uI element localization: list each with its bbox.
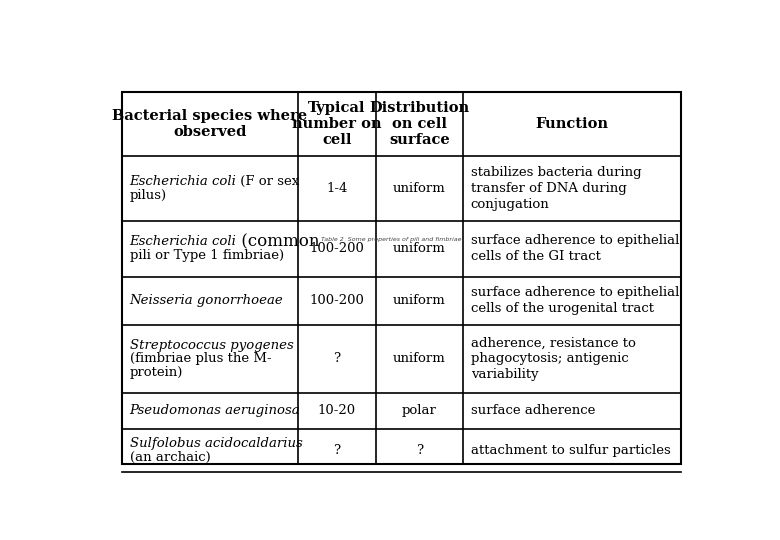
Text: surface adherence to epithelial
cells of the GI tract: surface adherence to epithelial cells of… — [470, 234, 679, 264]
Text: Bacterial species where
observed: Bacterial species where observed — [112, 109, 307, 139]
Text: Typical
number on
cell: Typical number on cell — [292, 101, 381, 147]
Text: 100-200: 100-200 — [310, 242, 364, 255]
Text: pilus): pilus) — [129, 189, 167, 202]
Text: (fimbriae plus the M-: (fimbriae plus the M- — [129, 353, 271, 366]
Text: ?: ? — [333, 444, 341, 457]
Text: uniform: uniform — [393, 353, 446, 366]
Text: polar: polar — [402, 404, 437, 417]
Text: surface adherence: surface adherence — [470, 404, 595, 417]
Text: ?: ? — [333, 353, 341, 366]
Text: Escherichia coli: Escherichia coli — [129, 235, 236, 248]
Text: attachment to sulfur particles: attachment to sulfur particles — [470, 444, 670, 457]
Text: ?: ? — [416, 444, 423, 457]
Text: Table 2  Some properties of pili and fimbriae: Table 2 Some properties of pili and fimb… — [321, 237, 462, 242]
Text: 1-4: 1-4 — [326, 182, 348, 195]
Text: Neisseria gonorrhoeae: Neisseria gonorrhoeae — [129, 294, 283, 307]
Text: Sulfolobus acidocaldarius: Sulfolobus acidocaldarius — [129, 437, 303, 450]
Text: (an archaic): (an archaic) — [129, 451, 211, 464]
Text: protein): protein) — [129, 366, 183, 380]
Text: Function: Function — [535, 117, 608, 131]
Text: Distribution
on cell
surface: Distribution on cell surface — [370, 101, 470, 147]
Text: Streptococcus pyogenes: Streptococcus pyogenes — [129, 339, 293, 352]
Text: pili or Type 1 fimbriae): pili or Type 1 fimbriae) — [129, 249, 284, 262]
Text: (F or sex: (F or sex — [236, 175, 300, 188]
Text: (common: (common — [236, 233, 320, 251]
Text: Pseudomonas aeruginosa: Pseudomonas aeruginosa — [129, 404, 300, 417]
Text: Escherichia coli: Escherichia coli — [129, 175, 236, 188]
Bar — [122, 92, 681, 464]
Text: stabilizes bacteria during
transfer of DNA during
conjugation: stabilizes bacteria during transfer of D… — [470, 166, 641, 211]
Text: 10-20: 10-20 — [318, 404, 356, 417]
Text: uniform: uniform — [393, 242, 446, 255]
Text: adherence, resistance to
phagocytosis; antigenic
variability: adherence, resistance to phagocytosis; a… — [470, 336, 636, 381]
Text: uniform: uniform — [393, 182, 446, 195]
Text: uniform: uniform — [393, 294, 446, 307]
Text: surface adherence to epithelial
cells of the urogenital tract: surface adherence to epithelial cells of… — [470, 286, 679, 315]
Text: 100-200: 100-200 — [310, 294, 364, 307]
